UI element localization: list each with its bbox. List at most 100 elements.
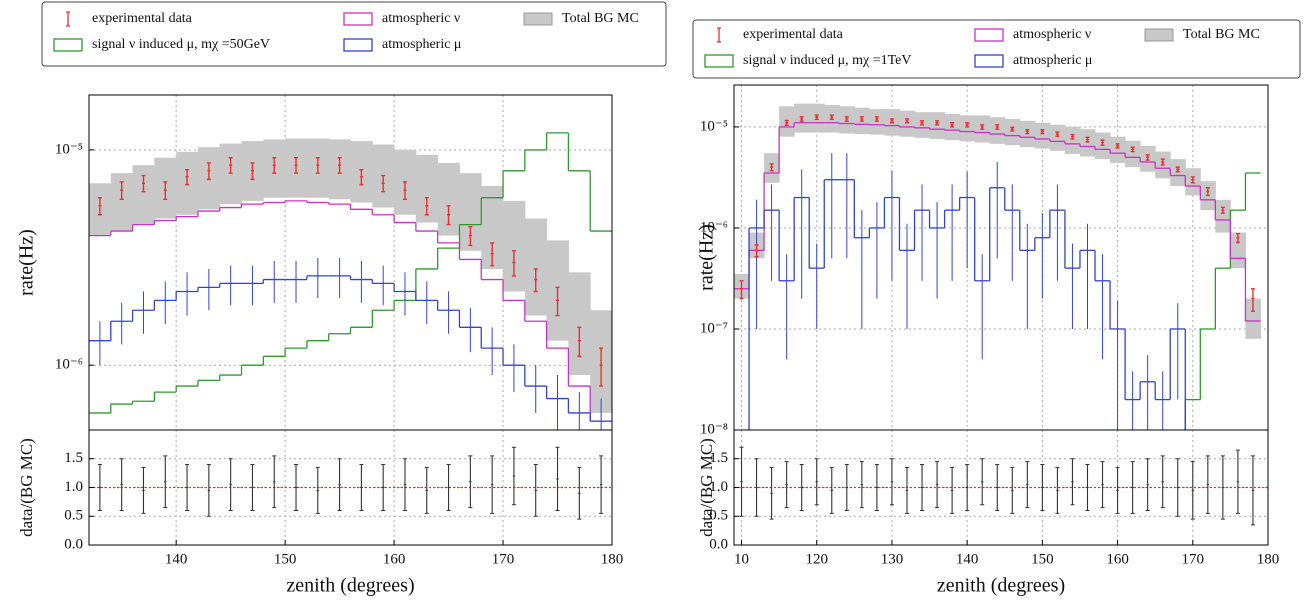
legend-label: experimental data [92, 11, 193, 26]
band-bin [1034, 122, 1051, 149]
ratio-point [1175, 458, 1180, 517]
ratio-area [734, 446, 1268, 526]
ratio-point [904, 466, 909, 514]
ratio-point [859, 461, 864, 509]
x-tick-label: 140 [956, 551, 979, 567]
data-point [185, 168, 190, 186]
ratio-point [995, 463, 1000, 512]
data-point [1175, 166, 1180, 173]
band-bin [959, 115, 976, 142]
y-tick-label: 10⁻⁸ [700, 421, 728, 437]
data-point [1205, 187, 1210, 197]
ratio-point [381, 463, 386, 512]
band-bin [437, 162, 460, 236]
ratio-point [1145, 458, 1150, 512]
ratio-point [844, 463, 849, 512]
x-tick-label: 140 [165, 551, 188, 567]
x-tick-label: 150 [1031, 551, 1054, 567]
ratio-point [315, 466, 320, 514]
band-bin [1079, 129, 1096, 157]
data-point [754, 244, 759, 258]
data-point [490, 242, 495, 267]
y-axis-label: rate(Hz) [696, 224, 718, 291]
data-point [511, 250, 516, 277]
data-point [829, 114, 834, 120]
data-point [965, 122, 970, 128]
data-point [228, 157, 233, 174]
legend-label: atmospheric μ [1013, 53, 1092, 68]
band-bin [1230, 232, 1246, 269]
data-point [980, 124, 985, 130]
ratio-point [599, 455, 604, 514]
band-bin [899, 110, 916, 137]
ratio-point [446, 463, 451, 512]
data-point [1040, 128, 1045, 135]
data-point [1070, 133, 1075, 140]
data-point [935, 120, 940, 126]
data-point [859, 116, 864, 122]
axes-frame [733, 429, 1269, 546]
data-point [272, 157, 277, 174]
y-tick-label: 0.0 [64, 536, 83, 552]
x-tick-label: 150 [274, 551, 297, 567]
x-tick-label: 130 [881, 551, 904, 567]
band-bin [989, 117, 1006, 144]
band-bin [1245, 298, 1261, 339]
legend-swatch [53, 38, 83, 52]
data-point [337, 157, 342, 174]
ratio-point [889, 458, 894, 506]
x-tick-label: 180 [601, 551, 624, 567]
y-tick-label: 10⁻⁵ [700, 118, 728, 134]
ratio-point [1250, 455, 1255, 526]
legend-label: Total BG MC [562, 11, 639, 26]
data-point [1220, 206, 1225, 214]
data-point [769, 163, 774, 172]
ratio-point [119, 458, 124, 512]
axes-frame [88, 429, 613, 546]
legend-swatch [704, 54, 734, 68]
x-tick-label: 170 [492, 551, 515, 567]
legend: experimental data signal ν induced μ, mχ … [692, 19, 1301, 79]
x-tick-label: 170 [1182, 551, 1205, 567]
ratio-point [874, 463, 879, 512]
ratio-point [1220, 455, 1225, 520]
data-point [799, 116, 804, 122]
data-point [294, 157, 299, 174]
ratio-point [424, 466, 429, 514]
x-axis-label: zenith (degrees) [286, 575, 414, 597]
ratio-point [950, 466, 955, 514]
y-tick-label: 0.5 [709, 508, 728, 524]
ratio-point [1070, 458, 1075, 506]
data-point [995, 124, 1000, 130]
ratio-point [1205, 455, 1210, 514]
ratio-point [402, 458, 407, 512]
data-point [119, 181, 124, 200]
ratio-point [272, 455, 277, 509]
data-point [315, 157, 320, 174]
data-point [250, 162, 255, 181]
ratio-point [1055, 466, 1060, 514]
y-tick-label: 0.5 [64, 508, 83, 524]
y-tick-label: 0.0 [709, 536, 728, 552]
legend-swatch [974, 54, 1004, 68]
data-point [1100, 139, 1105, 146]
band-bin [481, 186, 504, 269]
data-point [1190, 176, 1195, 184]
x-axis-label: zenith (degrees) [937, 575, 1065, 597]
ratio-point [814, 458, 819, 506]
legend-swatch [523, 12, 553, 26]
legend-label: atmospheric μ [382, 37, 461, 52]
data-point [889, 118, 894, 124]
data-point [599, 347, 604, 387]
data-point [359, 168, 364, 186]
x-tick-label: 10 [734, 551, 749, 567]
x-tick-label: 180 [1257, 551, 1280, 567]
y-tick-label: 1.0 [709, 479, 728, 495]
data-point [141, 174, 146, 193]
band-bin [459, 173, 482, 251]
panel: 140 150 160 170 180 10⁻⁶ 10⁻⁵ 0.0 0.5 1.0 1.5 zenit… [16, 1, 667, 597]
ratio-point [1235, 449, 1240, 514]
grid [734, 85, 1269, 546]
legend-swatch [343, 12, 373, 26]
